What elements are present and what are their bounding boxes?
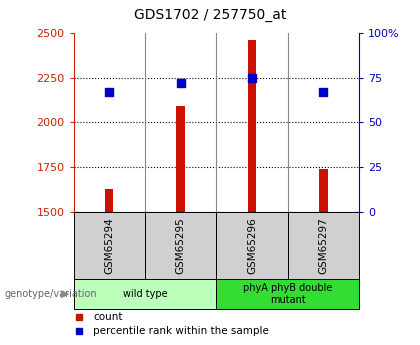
Point: [320, 89, 327, 95]
Bar: [288, 212, 359, 279]
Point: [249, 75, 255, 80]
Bar: [216, 279, 359, 309]
Text: ▶: ▶: [61, 289, 69, 299]
Text: genotype/variation: genotype/variation: [4, 289, 97, 299]
Text: GDS1702 / 257750_at: GDS1702 / 257750_at: [134, 8, 286, 22]
Bar: [74, 279, 216, 309]
Bar: [216, 212, 288, 279]
Text: count: count: [94, 312, 123, 322]
Text: GSM65297: GSM65297: [318, 217, 328, 274]
Text: percentile rank within the sample: percentile rank within the sample: [94, 326, 269, 336]
Point: [106, 89, 113, 95]
Bar: [105, 189, 113, 212]
Bar: [248, 40, 256, 212]
Bar: [319, 169, 328, 212]
Text: GSM65295: GSM65295: [176, 217, 186, 274]
Bar: [74, 212, 145, 279]
Bar: [145, 212, 216, 279]
Bar: [176, 106, 185, 212]
Text: wild type: wild type: [123, 289, 167, 299]
Text: GSM65296: GSM65296: [247, 217, 257, 274]
Text: GSM65294: GSM65294: [104, 217, 114, 274]
Text: phyA phyB double
mutant: phyA phyB double mutant: [243, 283, 332, 305]
Point: [177, 80, 184, 86]
